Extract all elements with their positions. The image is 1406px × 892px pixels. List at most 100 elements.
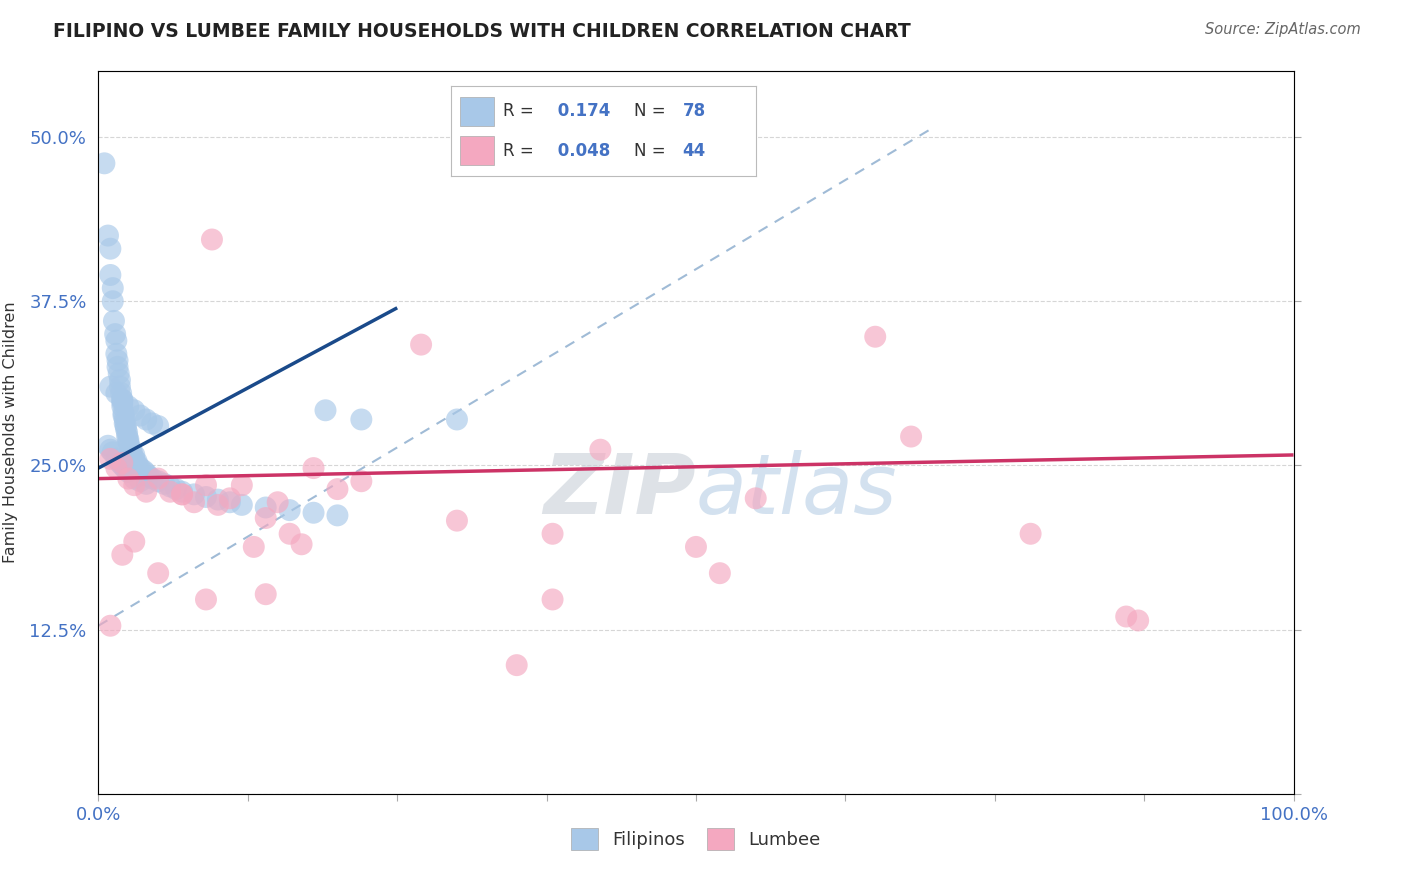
Point bbox=[103, 314, 125, 328]
Point bbox=[125, 454, 148, 468]
Point bbox=[231, 498, 253, 512]
Point bbox=[141, 417, 163, 431]
Text: atlas: atlas bbox=[696, 450, 897, 531]
Point bbox=[104, 327, 127, 342]
Point bbox=[118, 439, 141, 453]
Point bbox=[108, 379, 131, 393]
Point bbox=[124, 403, 146, 417]
Point bbox=[195, 490, 218, 504]
Point bbox=[98, 379, 122, 393]
Point bbox=[111, 392, 134, 407]
Point bbox=[350, 474, 373, 488]
Point bbox=[105, 334, 128, 348]
Point bbox=[506, 658, 529, 673]
Point bbox=[278, 503, 301, 517]
Point bbox=[148, 474, 170, 488]
Point bbox=[124, 472, 146, 486]
Point bbox=[153, 476, 176, 491]
Point bbox=[541, 526, 564, 541]
Point bbox=[111, 548, 134, 562]
Point bbox=[350, 412, 373, 426]
Point bbox=[110, 386, 132, 401]
Point bbox=[105, 461, 128, 475]
Point bbox=[326, 508, 349, 523]
Point bbox=[127, 458, 149, 473]
Point bbox=[589, 442, 612, 457]
Point bbox=[124, 448, 146, 462]
Point bbox=[148, 566, 170, 581]
Point bbox=[1128, 614, 1150, 628]
Point bbox=[291, 537, 314, 551]
Point bbox=[254, 500, 277, 515]
Point bbox=[98, 451, 122, 466]
Point bbox=[98, 242, 122, 256]
Point bbox=[278, 526, 301, 541]
Point bbox=[141, 472, 163, 486]
Point bbox=[129, 461, 152, 475]
Point bbox=[219, 491, 242, 506]
Point bbox=[117, 432, 139, 446]
Point bbox=[254, 511, 277, 525]
Point bbox=[115, 425, 138, 440]
Point bbox=[107, 359, 129, 374]
Point bbox=[201, 233, 224, 247]
Point bbox=[411, 337, 433, 351]
Point bbox=[97, 228, 120, 243]
Point bbox=[148, 472, 170, 486]
Point bbox=[98, 618, 122, 632]
Point bbox=[172, 487, 194, 501]
Point bbox=[111, 456, 134, 470]
Point bbox=[117, 472, 139, 486]
Point bbox=[107, 353, 129, 368]
Legend: Filipinos, Lumbee: Filipinos, Lumbee bbox=[571, 828, 821, 850]
Point bbox=[108, 456, 131, 470]
Point bbox=[111, 458, 134, 473]
Point bbox=[231, 478, 253, 492]
Point bbox=[112, 409, 135, 423]
Point bbox=[115, 429, 138, 443]
Point bbox=[135, 412, 157, 426]
Point bbox=[98, 268, 122, 282]
Point bbox=[98, 442, 122, 457]
Point bbox=[148, 419, 170, 434]
Point bbox=[97, 439, 120, 453]
Point bbox=[114, 417, 136, 431]
Point bbox=[207, 492, 229, 507]
Point bbox=[709, 566, 731, 581]
Point bbox=[115, 419, 138, 434]
Point bbox=[685, 540, 707, 554]
Point bbox=[138, 469, 160, 483]
Point bbox=[101, 281, 124, 295]
Point bbox=[1115, 609, 1137, 624]
Point bbox=[446, 412, 468, 426]
Point bbox=[254, 587, 277, 601]
Point bbox=[302, 461, 325, 475]
Point bbox=[267, 495, 290, 509]
Point bbox=[1019, 526, 1042, 541]
Point bbox=[165, 482, 187, 496]
Point bbox=[446, 514, 468, 528]
Point bbox=[101, 445, 124, 459]
Point bbox=[108, 373, 131, 387]
Point bbox=[111, 395, 134, 409]
Point bbox=[117, 400, 139, 414]
Point bbox=[900, 429, 922, 443]
Point bbox=[865, 329, 887, 343]
Point bbox=[183, 487, 205, 501]
Point bbox=[132, 464, 155, 478]
Point bbox=[105, 386, 128, 401]
Point bbox=[124, 534, 146, 549]
Text: Source: ZipAtlas.com: Source: ZipAtlas.com bbox=[1205, 22, 1361, 37]
Point bbox=[745, 491, 768, 506]
Point bbox=[101, 294, 124, 309]
Point bbox=[117, 465, 139, 479]
Point bbox=[135, 467, 157, 481]
Point bbox=[114, 461, 136, 475]
Point bbox=[112, 406, 135, 420]
Point bbox=[124, 478, 146, 492]
Y-axis label: Family Households with Children: Family Households with Children bbox=[3, 301, 18, 564]
Point bbox=[93, 156, 115, 170]
Point bbox=[135, 476, 157, 491]
Point bbox=[105, 347, 128, 361]
Point bbox=[219, 495, 242, 509]
